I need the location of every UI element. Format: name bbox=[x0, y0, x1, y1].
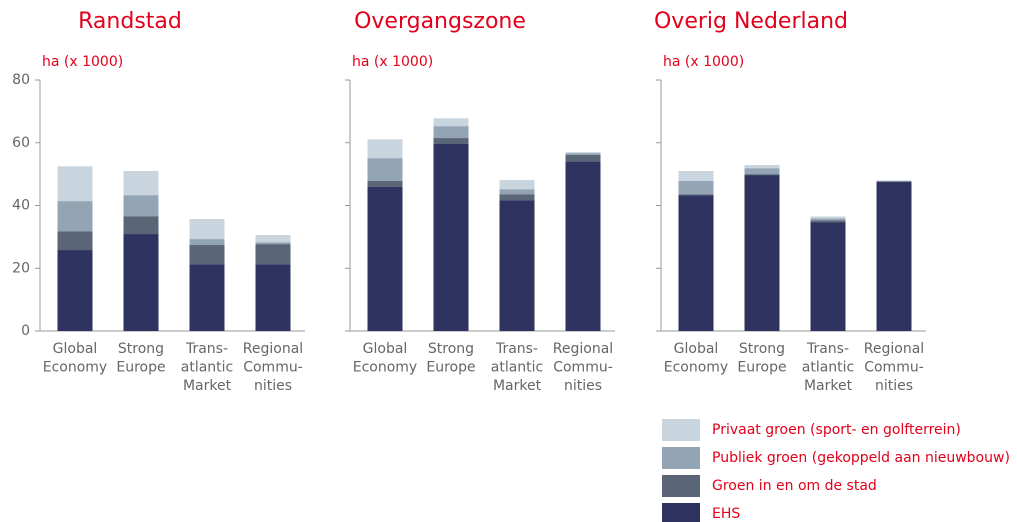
bar-segment bbox=[255, 242, 291, 245]
x-tick-label: Trans- bbox=[495, 341, 538, 357]
bar-segment bbox=[255, 234, 291, 243]
bar-segment bbox=[57, 250, 93, 331]
bar-segment bbox=[57, 231, 93, 251]
x-tick-label: Commu- bbox=[864, 360, 924, 376]
bar-segment bbox=[876, 181, 912, 331]
bar-segment bbox=[255, 264, 291, 331]
y-axis-label: ha (x 1000) bbox=[663, 54, 744, 70]
bar-segment bbox=[499, 189, 535, 195]
y-tick-label: 0 bbox=[21, 323, 30, 339]
bar-segment bbox=[57, 166, 93, 202]
x-tick-label: Market bbox=[183, 378, 232, 394]
bar-segment bbox=[367, 186, 403, 331]
bar-segment bbox=[678, 181, 714, 195]
bar-segment bbox=[189, 245, 225, 265]
bar-segment bbox=[433, 118, 469, 127]
bar-segment bbox=[189, 264, 225, 331]
bar-segment bbox=[810, 216, 846, 219]
y-axis-label: ha (x 1000) bbox=[42, 54, 123, 70]
bar-segment bbox=[123, 234, 159, 331]
x-tick-label: Europe bbox=[737, 360, 786, 376]
x-tick-label: Market bbox=[804, 378, 853, 394]
chart-title: Overgangszone bbox=[354, 9, 526, 34]
bar-segment bbox=[565, 152, 601, 154]
bar-segment bbox=[876, 180, 912, 182]
bar-segment bbox=[744, 168, 780, 175]
x-tick-label: atlantic bbox=[802, 360, 855, 376]
bar-segment bbox=[367, 158, 403, 182]
bar-segment bbox=[123, 170, 159, 196]
x-tick-label: Trans- bbox=[185, 341, 228, 357]
legend-label: EHS bbox=[712, 506, 740, 522]
x-tick-label: Strong bbox=[118, 341, 164, 357]
x-tick-label: Strong bbox=[739, 341, 785, 357]
bar-segment bbox=[255, 244, 291, 265]
chart-title: Overig Nederland bbox=[654, 9, 848, 34]
bar-segment bbox=[565, 153, 601, 155]
bar-segment bbox=[678, 195, 714, 331]
legend-swatch bbox=[662, 475, 700, 497]
legend-label: Privaat groen (sport- en golfterrein) bbox=[712, 422, 961, 438]
x-tick-label: nities bbox=[254, 378, 292, 394]
x-tick-label: Europe bbox=[426, 360, 475, 376]
legend-label: Groen in en om de stad bbox=[712, 478, 877, 494]
bar-segment bbox=[433, 138, 469, 145]
x-tick-label: Market bbox=[493, 378, 542, 394]
x-tick-label: Global bbox=[53, 341, 98, 357]
legend-label: Publiek groen (gekoppeld aan nieuwbouw) bbox=[712, 450, 1010, 466]
x-tick-label: Strong bbox=[428, 341, 474, 357]
bar-segment bbox=[810, 220, 846, 223]
bar-segment bbox=[189, 239, 225, 246]
x-tick-label: Economy bbox=[43, 360, 107, 376]
bar-segment bbox=[744, 174, 780, 176]
bar-segment bbox=[678, 194, 714, 196]
bar-segment bbox=[565, 154, 601, 162]
y-tick-label: 40 bbox=[12, 198, 30, 214]
x-tick-label: Regional bbox=[243, 341, 303, 357]
bar-segment bbox=[57, 201, 93, 232]
bar-segment bbox=[744, 175, 780, 331]
x-tick-label: nities bbox=[875, 378, 913, 394]
bar-segment bbox=[876, 181, 912, 182]
x-tick-label: Global bbox=[363, 341, 408, 357]
y-tick-label: 80 bbox=[12, 72, 30, 88]
bar-segment bbox=[433, 126, 469, 139]
x-tick-label: Economy bbox=[353, 360, 417, 376]
x-tick-label: Regional bbox=[553, 341, 613, 357]
bar-segment bbox=[810, 218, 846, 221]
x-tick-label: atlantic bbox=[181, 360, 234, 376]
bar-segment bbox=[367, 139, 403, 159]
legend-swatch bbox=[662, 503, 700, 522]
x-tick-label: Global bbox=[674, 341, 719, 357]
bar-segment bbox=[499, 194, 535, 201]
bar-segment bbox=[499, 180, 535, 190]
bar-segment bbox=[189, 218, 225, 240]
legend-swatch bbox=[662, 447, 700, 469]
x-tick-label: Economy bbox=[664, 360, 728, 376]
bar-segment bbox=[744, 165, 780, 169]
x-tick-label: Regional bbox=[864, 341, 924, 357]
bar-segment bbox=[367, 181, 403, 187]
bar-segment bbox=[123, 195, 159, 217]
bar-segment bbox=[433, 144, 469, 331]
y-tick-label: 20 bbox=[12, 260, 30, 276]
bar-segment bbox=[123, 216, 159, 235]
x-tick-label: atlantic bbox=[491, 360, 544, 376]
x-tick-label: nities bbox=[564, 378, 602, 394]
bar-segment bbox=[810, 222, 846, 331]
bar-segment bbox=[565, 161, 601, 331]
x-tick-label: Trans- bbox=[806, 341, 849, 357]
chart-title: Randstad bbox=[78, 9, 182, 34]
y-tick-label: 60 bbox=[12, 135, 30, 151]
legend-swatch bbox=[662, 419, 700, 441]
x-tick-label: Commu- bbox=[553, 360, 613, 376]
x-tick-label: Europe bbox=[116, 360, 165, 376]
bar-segment bbox=[499, 200, 535, 331]
x-tick-label: Commu- bbox=[243, 360, 303, 376]
bar-segment bbox=[678, 170, 714, 182]
y-axis-label: ha (x 1000) bbox=[352, 54, 433, 70]
